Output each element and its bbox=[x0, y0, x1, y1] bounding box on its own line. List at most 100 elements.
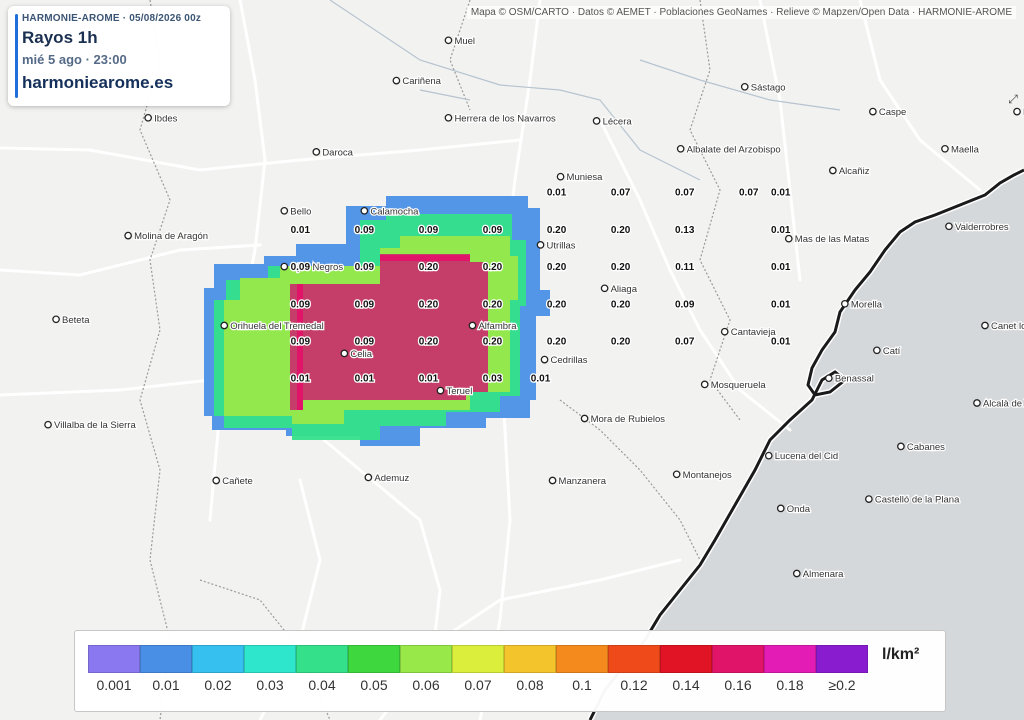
grid-value-labels: 0.01 0.07 0.07 0.07 0.01 0.01 0.09 0.09 0.09 0.20… bbox=[289, 186, 792, 386]
town-label: Mosqueruela bbox=[711, 380, 767, 391]
fullscreen-icon[interactable]: ⤢ bbox=[1008, 92, 1018, 106]
legend-swatch bbox=[296, 645, 348, 673]
town-dot bbox=[1013, 107, 1021, 116]
town-label: Ojos Negros bbox=[290, 262, 343, 273]
town-dot bbox=[600, 284, 609, 293]
town-dot bbox=[700, 380, 709, 389]
town-label: Benassal bbox=[835, 374, 874, 385]
town-dot bbox=[973, 399, 981, 407]
grid-value: 0.01 bbox=[291, 225, 311, 236]
town-dot bbox=[444, 36, 453, 45]
town-label: Valderrobres bbox=[955, 222, 1009, 233]
road-6 bbox=[758, 0, 802, 282]
town-dot bbox=[981, 321, 989, 330]
town-dot bbox=[784, 234, 793, 243]
grid-value: 0.20 bbox=[547, 262, 567, 273]
town-label: Cañete bbox=[222, 476, 253, 487]
grid-value: 0.03 bbox=[483, 374, 503, 385]
town-label: Beteta bbox=[62, 315, 90, 326]
legend-swatch bbox=[764, 645, 816, 673]
town-ca-ete: Cañete bbox=[212, 475, 254, 488]
town-dot bbox=[740, 82, 749, 91]
town-celia: Celia bbox=[340, 348, 374, 361]
town-label: Teruel bbox=[446, 386, 472, 397]
legend-swatch bbox=[608, 645, 660, 673]
legend-label: 0.16 bbox=[724, 677, 752, 693]
town-dot bbox=[824, 374, 833, 383]
town-dot bbox=[592, 117, 601, 125]
town-morella: Morella bbox=[840, 298, 884, 312]
town-benassal: Benassal bbox=[824, 372, 875, 386]
town-label: Mora de Rubielos bbox=[591, 414, 666, 425]
grid-value: 0.01 bbox=[291, 374, 311, 385]
grid-value: 0.07 bbox=[611, 188, 631, 199]
town-teruel: Teruel bbox=[436, 385, 474, 398]
town-cantavieja: Cantavieja bbox=[720, 326, 778, 339]
town-valderrobres: Valderrobres bbox=[945, 221, 1010, 234]
town-dot bbox=[364, 473, 373, 482]
town-cari-ena: Cariñena bbox=[392, 75, 443, 88]
town-label: Montanejos bbox=[683, 470, 732, 481]
town-label: Celia bbox=[350, 349, 372, 360]
coastline-outline bbox=[588, 168, 1024, 720]
town-ojos-negros: Ojos Negros bbox=[280, 261, 345, 274]
town-label: Alcañiz bbox=[839, 166, 870, 177]
town-muniesa: Muniesa bbox=[556, 171, 604, 184]
town-dot bbox=[873, 346, 881, 355]
town-dot bbox=[392, 76, 401, 85]
grid-value: 0.11 bbox=[675, 262, 694, 273]
town-dot bbox=[52, 315, 60, 324]
legend-label: 0.12 bbox=[620, 677, 648, 693]
road-4 bbox=[0, 378, 442, 682]
town-cabanes: Cabanes bbox=[897, 441, 946, 454]
grid-value: 0.07 bbox=[675, 337, 695, 348]
town-label: Manzanera bbox=[559, 476, 607, 487]
legend-swatches bbox=[88, 645, 868, 673]
town-mora-de-rubielos: Mora de Rubielos bbox=[580, 413, 667, 426]
town-label: Cariñena bbox=[402, 76, 441, 87]
legend-swatch bbox=[504, 645, 556, 673]
river-0 bbox=[329, 0, 701, 181]
grid-value: 0.20 bbox=[483, 337, 503, 348]
town-label: Cedrillas bbox=[551, 355, 588, 366]
town-dot bbox=[840, 299, 849, 308]
town-alca-iz: Alcañiz bbox=[828, 165, 871, 178]
road-9 bbox=[858, 0, 982, 192]
town-dot bbox=[720, 327, 729, 336]
town-castell-de-la-plana: Castelló de la Plana bbox=[865, 493, 961, 507]
town-cat-: Catí bbox=[873, 345, 902, 358]
legend-unit: l/km² bbox=[882, 646, 920, 663]
grid-value: 0.07 bbox=[675, 188, 695, 199]
town-dot bbox=[280, 206, 289, 215]
town-label: Castelló de la Plana bbox=[875, 495, 960, 506]
grid-value: 0.09 bbox=[355, 299, 375, 310]
grid-value: 0.20 bbox=[419, 262, 439, 273]
grid-value: 0.01 bbox=[771, 299, 791, 310]
road-3 bbox=[598, 118, 792, 432]
town-muel: Muel bbox=[444, 35, 476, 48]
town-label: Ademuz bbox=[374, 473, 409, 484]
town-caspe: Caspe bbox=[869, 106, 908, 119]
map-attribution: Mapa © OSM/CARTO · Datos © AEMET · Pobla… bbox=[466, 6, 1016, 19]
field-band-3 bbox=[290, 254, 488, 410]
grid-value: 0.09 bbox=[355, 225, 375, 236]
legend-swatch bbox=[400, 645, 452, 673]
map-title: Rayos 1h bbox=[22, 28, 98, 47]
legend-label: 0.05 bbox=[360, 677, 388, 693]
legend-label: 0.14 bbox=[672, 677, 700, 693]
town-label: Cantavieja bbox=[731, 327, 777, 338]
grid-value: 0.01 bbox=[771, 225, 791, 236]
grid-value: 0.13 bbox=[675, 225, 695, 236]
grid-value: 0.09 bbox=[355, 337, 375, 348]
town-label: Herrera de los Navarros bbox=[454, 113, 556, 124]
grid-value: 0.20 bbox=[611, 262, 631, 273]
border-0 bbox=[139, 0, 171, 720]
color-legend: 0.001 0.01 0.02 0.03 0.04 0.05 0.06 0.07 0.08 0.1… bbox=[74, 630, 946, 712]
legend-swatch bbox=[660, 645, 712, 673]
town-dot bbox=[548, 476, 557, 485]
town-almenara: Almenara bbox=[792, 568, 845, 581]
site-name[interactable]: harmoniearome.es bbox=[22, 73, 174, 92]
town-dot bbox=[540, 355, 549, 364]
legend-label: 0.001 bbox=[96, 677, 132, 693]
